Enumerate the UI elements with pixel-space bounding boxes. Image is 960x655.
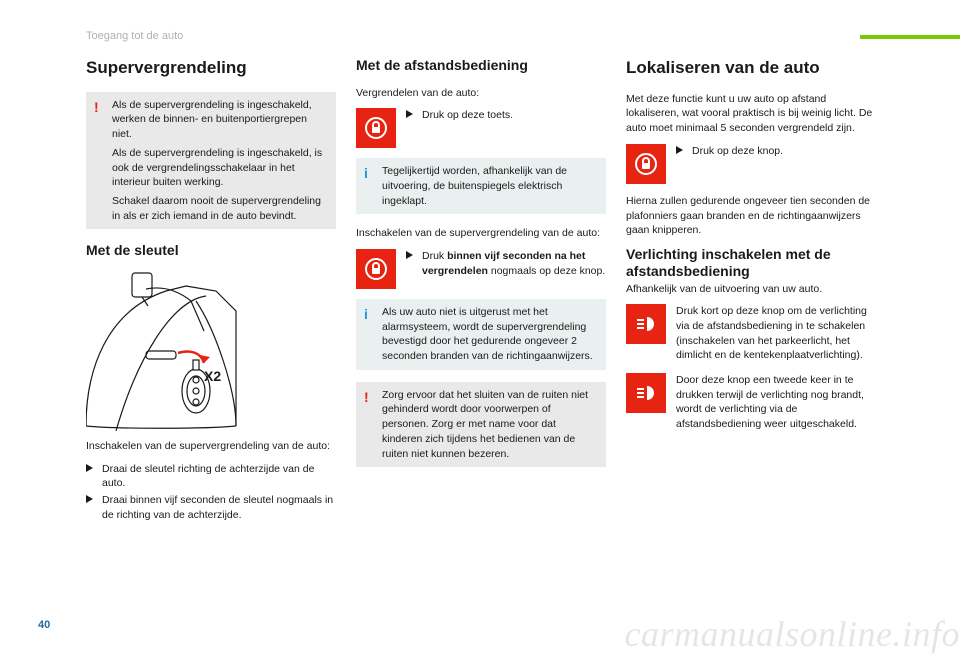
callout-warning-windows: ! Zorg ervoor dat het sluiten van de rui… xyxy=(356,382,606,467)
warning-icon: ! xyxy=(364,388,376,461)
lead-vergrendelen: Vergrendelen van de auto: xyxy=(356,86,606,101)
lock-icon xyxy=(626,144,666,184)
warn-line: Schakel daarom nooit de supervergrendeli… xyxy=(112,194,328,223)
caption-enable-deadlock: Inschakelen van de supervergrendeling va… xyxy=(86,439,336,454)
action-lights-off: Door deze knop een tweede keer in te dru… xyxy=(626,373,876,432)
page: Toegang tot de auto Supervergrendeling !… xyxy=(0,0,960,530)
title-lokaliseren: Lokaliseren van de auto xyxy=(626,56,876,80)
action-list: Druk op deze knop. xyxy=(676,144,876,159)
text-lights-on: Druk kort op deze knop om de verlichting… xyxy=(676,304,876,363)
headlight-icon xyxy=(626,373,666,413)
callout-text: Zorg ervoor dat het sluiten van de ruite… xyxy=(382,388,598,461)
info-icon: i xyxy=(364,164,376,208)
caption-enable-deadlock-remote: Inschakelen van de supervergrendeling va… xyxy=(356,226,606,241)
callout-warning-supervergrendeling: ! Als de supervergrendeling is ingeschak… xyxy=(86,92,336,230)
lead-lokaliseren: Met deze functie kunt u uw auto op afsta… xyxy=(626,92,876,136)
result-lokaliseren: Hierna zullen gedurende ongeveer tien se… xyxy=(626,194,876,238)
action-deadlock: Druk binnen vijf seconden na het vergren… xyxy=(356,249,606,289)
action-lock: Druk op deze toets. xyxy=(356,108,606,148)
column-1: Supervergrendeling ! Als de supervergren… xyxy=(86,56,336,530)
top-accent-bar xyxy=(860,35,960,39)
x2-label: X2 xyxy=(204,367,221,387)
lock-icon xyxy=(356,108,396,148)
action-lights-on: Druk kort op deze knop om de verlichting… xyxy=(626,304,876,363)
action-list: Druk op deze toets. xyxy=(406,108,606,123)
lock-icon xyxy=(356,249,396,289)
title-supervergrendeling: Supervergrendeling xyxy=(86,56,336,80)
action-item: Druk binnen vijf seconden na het vergren… xyxy=(406,249,606,278)
txt-post: nogmaals op deze knop. xyxy=(488,265,605,277)
car-line-svg xyxy=(86,271,336,431)
step-item: Draai de sleutel richting de achterzijde… xyxy=(86,462,336,491)
action-item: Druk op deze knop. xyxy=(676,144,876,159)
page-number: 40 xyxy=(38,619,50,631)
content-columns: Supervergrendeling ! Als de supervergren… xyxy=(86,56,900,530)
callout-info-mirrors: i Tegelijkertijd worden, afhankelijk van… xyxy=(356,158,606,214)
text-lights-off: Door deze knop een tweede keer in te dru… xyxy=(676,373,876,432)
callout-text: Als uw auto niet is uitgerust met het al… xyxy=(382,305,598,364)
action-item: Druk op deze toets. xyxy=(406,108,606,123)
illustration-key-turn: X2 xyxy=(86,271,336,431)
step-list: Draai de sleutel richting de achterzijde… xyxy=(86,462,336,523)
callout-text: Als de supervergrendeling is ingeschakel… xyxy=(112,98,328,224)
title-verlichting: Verlichting inschakelen met de afstandsb… xyxy=(626,246,876,280)
title-afstandsbediening: Met de afstandsbediening xyxy=(356,56,606,76)
step-item: Draai binnen vijf seconden de sleutel no… xyxy=(86,493,336,522)
callout-info-confirm: i Als uw auto niet is uitgerust met het … xyxy=(356,299,606,370)
warn-line: Als de supervergrendeling is ingeschakel… xyxy=(112,98,328,142)
info-line: Tegelijkertijd worden, afhankelijk van d… xyxy=(382,164,598,208)
action-locate: Druk op deze knop. xyxy=(626,144,876,184)
breadcrumb: Toegang tot de auto xyxy=(86,30,900,42)
sub-verlichting: Afhankelijk van de uitvoering van uw aut… xyxy=(626,282,876,297)
warn-line: Zorg ervoor dat het sluiten van de ruite… xyxy=(382,388,598,461)
action-list: Druk binnen vijf seconden na het vergren… xyxy=(406,249,606,278)
txt-pre: Druk xyxy=(422,250,447,262)
title-met-de-sleutel: Met de sleutel xyxy=(86,241,336,261)
warning-icon: ! xyxy=(94,98,106,224)
info-icon: i xyxy=(364,305,376,364)
info-line: Als uw auto niet is uitgerust met het al… xyxy=(382,305,598,364)
column-3: Lokaliseren van de auto Met deze functie… xyxy=(626,56,876,530)
callout-text: Tegelijkertijd worden, afhankelijk van d… xyxy=(382,164,598,208)
column-2: Met de afstandsbediening Vergrendelen va… xyxy=(356,56,606,530)
warn-line: Als de supervergrendeling is ingeschakel… xyxy=(112,146,328,190)
headlight-icon xyxy=(626,304,666,344)
